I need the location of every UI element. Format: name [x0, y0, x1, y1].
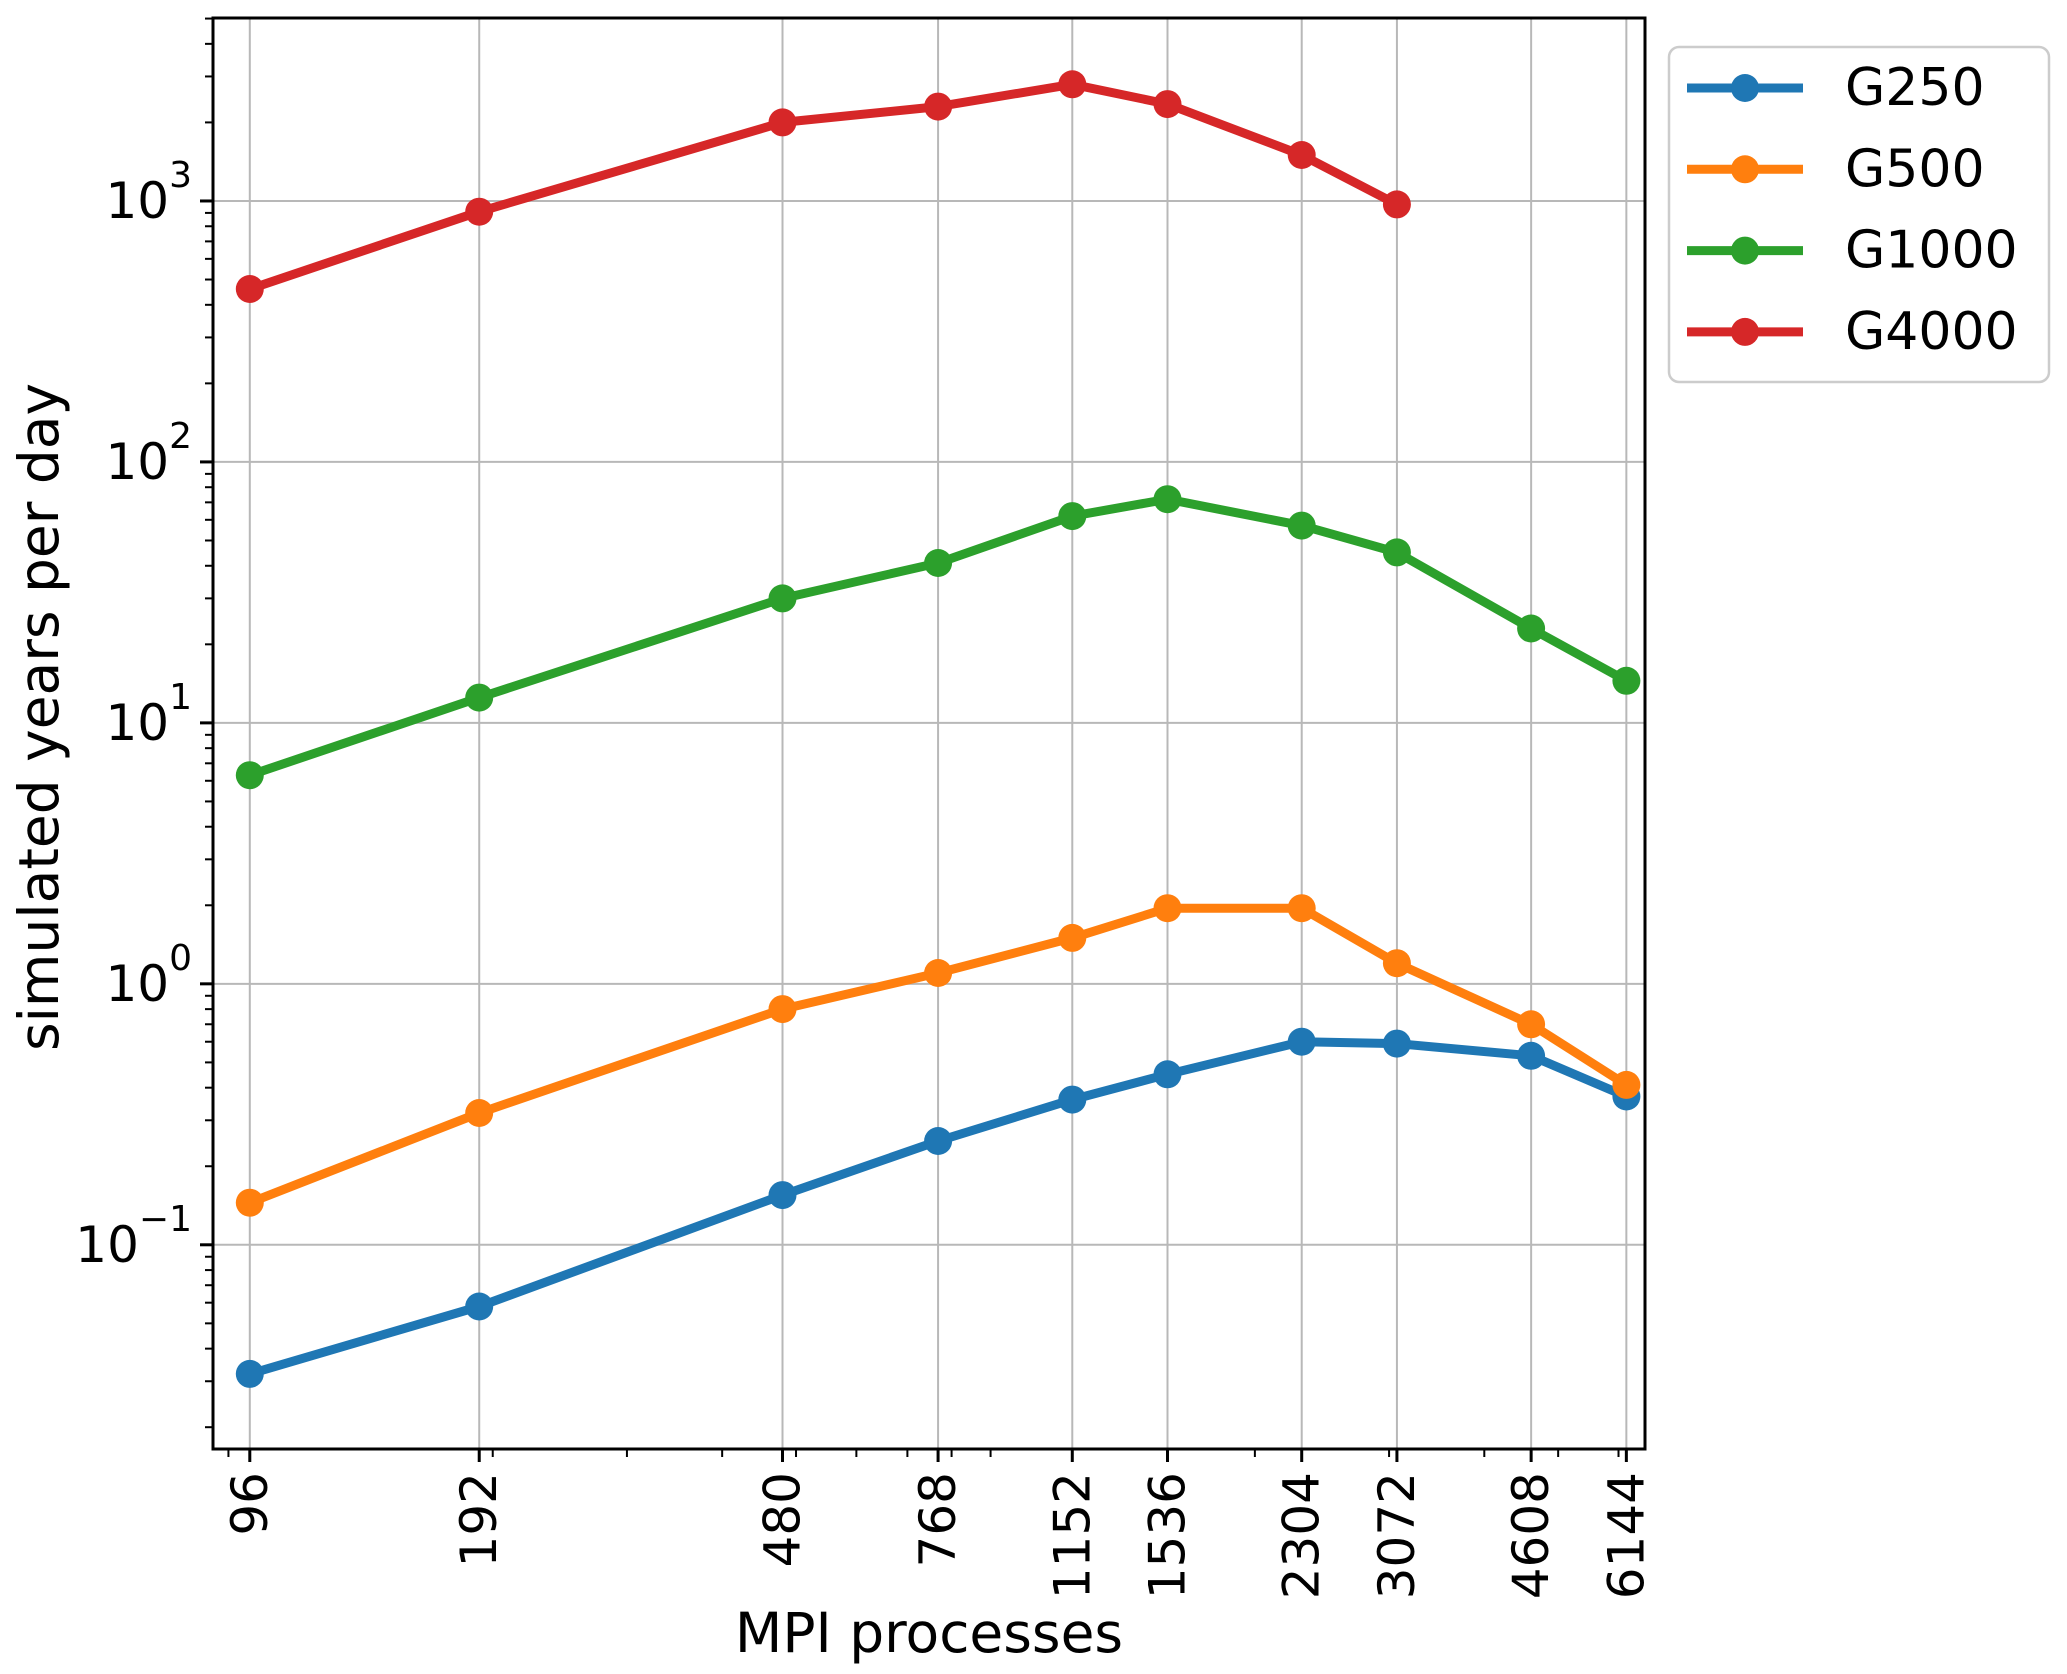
data-point-G500 [1058, 923, 1087, 952]
data-point-G1000 [768, 584, 797, 613]
data-point-G250 [235, 1359, 264, 1388]
data-point-G500 [1382, 949, 1411, 978]
series-line-G4000 [245, 79, 1402, 294]
data-point-G4000 [1153, 90, 1182, 119]
legend-label: G250 [1845, 58, 1985, 118]
legend-marker [1731, 317, 1759, 346]
legend: G250 G500 G1000 G4000 [1667, 45, 2051, 384]
series-line-G500 [245, 903, 1631, 1208]
legend-item-G4000: G4000 [1687, 302, 2018, 362]
grid-layer [213, 18, 1645, 1449]
x-tick-label: 3072 [1368, 1472, 1426, 1599]
data-point-G1000 [1287, 511, 1316, 540]
series-line-G250 [245, 1037, 1631, 1379]
data-point-G500 [1517, 1010, 1546, 1039]
data-point-G250 [465, 1292, 494, 1321]
x-tick-label: 1152 [1043, 1472, 1101, 1599]
legend-label: G500 [1845, 139, 1985, 199]
legend-marker [1731, 236, 1759, 265]
x-tick-label: 2304 [1273, 1472, 1331, 1599]
data-point-G4000 [1058, 70, 1087, 99]
series-line-G1000 [245, 494, 1631, 780]
data-point-G4000 [1287, 141, 1316, 169]
x-tick-label: 192 [450, 1472, 508, 1567]
data-point-G500 [465, 1099, 494, 1127]
plot-border [211, 16, 1647, 1451]
data-point-G250 [1517, 1041, 1546, 1070]
x-tick-label: 768 [909, 1472, 967, 1567]
data-point-G4000 [924, 92, 953, 121]
legend-label: G1000 [1845, 221, 2018, 281]
legend-marker [1731, 155, 1759, 184]
data-point-G1000 [1058, 502, 1087, 531]
data-point-G500 [1287, 894, 1316, 923]
data-point-G4000 [465, 197, 494, 226]
data-point-G250 [1382, 1029, 1411, 1058]
data-point-G250 [1058, 1085, 1087, 1114]
data-point-G1000 [1612, 666, 1641, 695]
legend-label: G4000 [1845, 302, 2018, 362]
legend-item-G500: G500 [1687, 139, 1985, 199]
data-point-G500 [235, 1188, 264, 1217]
data-point-G1000 [1153, 485, 1182, 514]
x-tick-label: 480 [754, 1472, 812, 1567]
data-point-G1000 [1382, 538, 1411, 567]
data-point-G250 [924, 1127, 953, 1155]
tick-label-layer: 96 192 480 768 1152 1536 2304 3072 4608 6144 10−1 1… [75, 154, 1655, 1599]
legend-item-G250: G250 [1687, 58, 1985, 118]
x-axis-label: MPI processes [735, 1601, 1123, 1665]
data-point-G4000 [1382, 190, 1411, 219]
y-tick-label: 100 [105, 937, 192, 1013]
data-point-G500 [924, 959, 953, 987]
data-point-G500 [1153, 894, 1182, 923]
data-point-G4000 [235, 275, 264, 303]
y-tick-label: 103 [105, 154, 192, 230]
legend-item-G1000: G1000 [1687, 221, 2018, 281]
legend-box [1667, 45, 2051, 384]
data-point-G250 [768, 1181, 797, 1210]
x-tick-label: 4608 [1502, 1472, 1560, 1599]
legend-marker [1731, 74, 1759, 102]
y-axis-label: simulated years per day [7, 383, 71, 1051]
data-point-G1000 [465, 683, 494, 712]
data-point-G500 [1612, 1070, 1641, 1099]
series-layer [235, 70, 1641, 1388]
x-tick-label: 6144 [1597, 1472, 1655, 1599]
axes-layer [200, 16, 1647, 1462]
data-point-G4000 [768, 108, 797, 137]
x-tick-label: 1536 [1139, 1472, 1197, 1599]
y-tick-label: 10−1 [75, 1198, 192, 1274]
data-point-G250 [1287, 1027, 1316, 1056]
data-point-G1000 [235, 761, 264, 790]
x-tick-label: 96 [221, 1472, 279, 1536]
data-point-G1000 [1517, 614, 1546, 643]
y-tick-label: 101 [105, 676, 192, 752]
y-tick-label: 102 [105, 415, 192, 491]
data-point-G1000 [924, 549, 953, 577]
data-point-G500 [768, 995, 797, 1024]
data-point-G250 [1153, 1060, 1182, 1089]
